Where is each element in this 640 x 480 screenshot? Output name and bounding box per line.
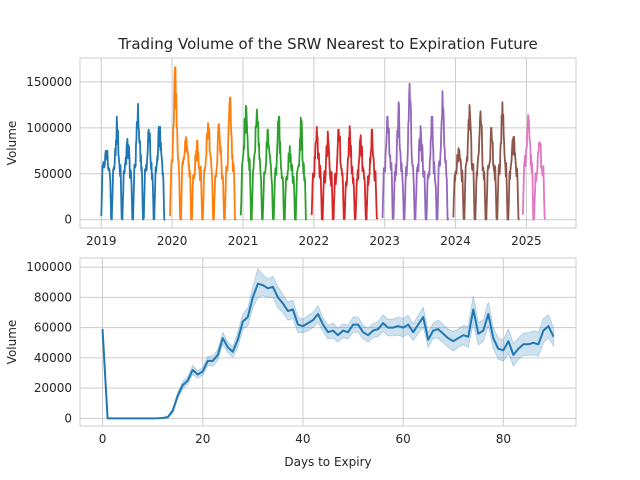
- top-y-tick-label: 50000: [34, 167, 72, 181]
- top-series-line-2: [239, 104, 308, 221]
- top-x-tick-label: 2021: [228, 234, 259, 248]
- bottom-y-tick-label: 0: [64, 411, 72, 425]
- bottom-y-tick-label: 40000: [34, 351, 72, 365]
- bottom-y-tick-label: 80000: [34, 290, 72, 304]
- top-x-tick-label: 2023: [369, 234, 400, 248]
- top-series-line-1: [169, 66, 237, 221]
- top-x-tick-label: 2022: [299, 234, 330, 248]
- top-series-lines: [100, 66, 547, 221]
- bottom-y-tick-labels: 0 20000 40000 60000 80000 100000: [26, 260, 72, 425]
- top-x-tick-labels: 2019 2020 2021 2022 2023 2024 2025: [86, 234, 542, 248]
- bottom-y-tick-label: 100000: [26, 260, 72, 274]
- mean-volume-line: [101, 282, 555, 420]
- bottom-axes-frame: [79, 257, 577, 427]
- chart-title: Trading Volume of the SRW Nearest to Exp…: [117, 35, 538, 53]
- top-x-tick-label: 2019: [86, 234, 117, 248]
- bottom-x-axis-label: Days to Expiry: [284, 455, 371, 469]
- top-series-line-3: [310, 125, 379, 221]
- top-y-tick-label: 150000: [26, 75, 72, 89]
- top-y-tick-label: 0: [64, 213, 72, 227]
- bottom-x-tick-label: 80: [496, 432, 511, 446]
- bottom-x-tick-labels: 0 20 40 60 80: [99, 432, 511, 446]
- bottom-x-tick-label: 0: [99, 432, 107, 446]
- bottom-y-tick-label: 20000: [34, 381, 72, 395]
- bottom-x-tick-label: 20: [195, 432, 210, 446]
- bottom-x-tick-label: 40: [295, 432, 310, 446]
- top-series-line-0: [100, 103, 166, 221]
- top-x-tick-label: 2025: [511, 234, 542, 248]
- top-series-line-4: [381, 82, 450, 221]
- top-chart-panel: Trading Volume of the SRW Nearest to Exp…: [5, 35, 577, 248]
- bottom-y-tick-label: 60000: [34, 321, 72, 335]
- bottom-chart-panel: 0 20 40 60 80 0 20000 40000 60000 80000 100000 Da…: [5, 257, 577, 469]
- top-y-tick-label: 100000: [26, 121, 72, 135]
- top-series-line-5: [452, 101, 520, 221]
- top-y-axis-label: Volume: [5, 121, 19, 166]
- top-series-line-6: [522, 114, 547, 221]
- top-x-tick-label: 2020: [157, 234, 188, 248]
- bottom-x-tick-label: 60: [396, 432, 411, 446]
- top-y-tick-labels: 0 50000 100000 150000: [26, 75, 72, 227]
- top-axes-frame: [79, 57, 577, 229]
- top-x-tick-label: 2024: [440, 234, 471, 248]
- bottom-y-axis-label: Volume: [5, 320, 19, 365]
- bottom-series: [101, 267, 555, 420]
